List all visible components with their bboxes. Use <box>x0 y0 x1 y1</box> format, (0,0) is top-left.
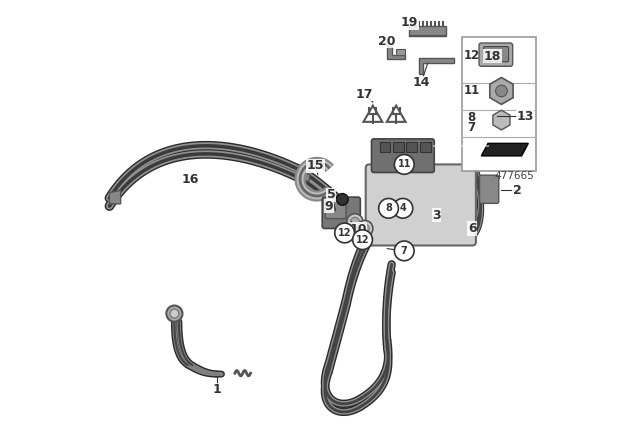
Text: 11: 11 <box>397 159 411 169</box>
FancyBboxPatch shape <box>380 142 390 152</box>
FancyBboxPatch shape <box>463 37 536 171</box>
Circle shape <box>356 220 373 237</box>
Polygon shape <box>485 106 504 122</box>
FancyBboxPatch shape <box>484 47 509 62</box>
Text: 13: 13 <box>516 110 534 123</box>
Text: 7: 7 <box>401 246 408 256</box>
FancyBboxPatch shape <box>406 142 417 152</box>
Text: 7: 7 <box>467 121 476 134</box>
FancyBboxPatch shape <box>479 43 513 66</box>
Text: 5: 5 <box>327 188 335 202</box>
Text: 8: 8 <box>467 111 476 125</box>
Circle shape <box>393 198 413 218</box>
Circle shape <box>360 224 369 233</box>
Circle shape <box>347 214 363 230</box>
Polygon shape <box>387 43 405 59</box>
Circle shape <box>495 85 508 97</box>
Polygon shape <box>109 190 121 204</box>
Text: 20: 20 <box>378 34 395 48</box>
Text: 18: 18 <box>484 49 501 63</box>
Text: 12: 12 <box>463 48 479 62</box>
Polygon shape <box>493 110 510 130</box>
Text: 9: 9 <box>324 199 333 213</box>
Text: 12: 12 <box>338 228 351 238</box>
FancyBboxPatch shape <box>371 139 435 172</box>
Circle shape <box>166 306 182 322</box>
Text: 19: 19 <box>401 16 419 29</box>
FancyBboxPatch shape <box>365 164 476 246</box>
FancyBboxPatch shape <box>479 175 499 203</box>
Text: 16: 16 <box>181 172 199 186</box>
Polygon shape <box>396 49 405 55</box>
Text: 3: 3 <box>432 208 441 222</box>
Polygon shape <box>419 58 454 74</box>
Text: 2: 2 <box>513 184 522 197</box>
Text: 14: 14 <box>413 76 430 90</box>
Text: 4: 4 <box>399 203 406 213</box>
Text: 6: 6 <box>468 222 477 235</box>
FancyBboxPatch shape <box>393 142 404 152</box>
Text: 17: 17 <box>356 87 374 101</box>
Circle shape <box>353 230 372 250</box>
Polygon shape <box>490 78 513 104</box>
Text: 10: 10 <box>349 223 367 236</box>
Circle shape <box>394 241 414 261</box>
FancyBboxPatch shape <box>325 199 346 219</box>
FancyBboxPatch shape <box>323 197 360 228</box>
Circle shape <box>170 309 179 318</box>
Polygon shape <box>364 106 382 122</box>
Text: 12: 12 <box>356 235 369 245</box>
Polygon shape <box>387 106 406 122</box>
Text: 15: 15 <box>307 159 324 172</box>
FancyBboxPatch shape <box>409 26 446 36</box>
FancyBboxPatch shape <box>369 168 472 242</box>
Circle shape <box>351 217 360 226</box>
Circle shape <box>379 198 398 218</box>
Circle shape <box>337 194 348 205</box>
Polygon shape <box>481 143 529 156</box>
FancyBboxPatch shape <box>420 142 431 152</box>
Text: 477665: 477665 <box>494 171 534 181</box>
Circle shape <box>394 155 414 174</box>
Text: 1: 1 <box>212 383 221 396</box>
Text: 8: 8 <box>385 203 392 213</box>
Polygon shape <box>300 172 310 181</box>
Circle shape <box>335 223 355 243</box>
Text: 11: 11 <box>463 84 479 98</box>
